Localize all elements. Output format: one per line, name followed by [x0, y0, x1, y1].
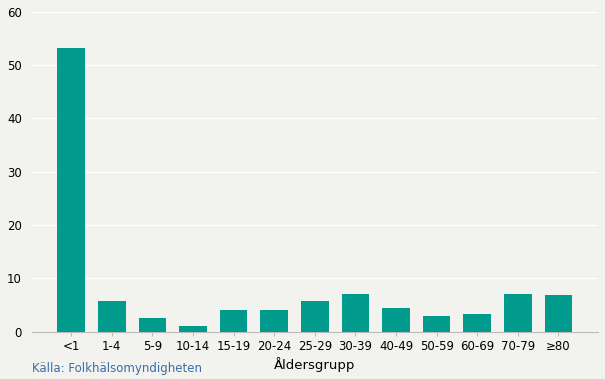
X-axis label: Åldersgrupp: Åldersgrupp [274, 357, 356, 372]
Bar [260, 310, 288, 332]
Bar [139, 318, 166, 332]
Bar [463, 314, 491, 332]
Bar [57, 48, 85, 332]
Bar [179, 326, 207, 332]
Bar [220, 310, 247, 332]
Bar [544, 295, 572, 332]
Bar [504, 294, 532, 332]
Bar [382, 308, 410, 332]
Bar [423, 316, 451, 332]
Bar [342, 294, 369, 332]
Bar [98, 301, 125, 332]
Text: Källa: Folkhälsomyndigheten: Källa: Folkhälsomyndigheten [31, 362, 201, 375]
Bar [301, 301, 329, 332]
